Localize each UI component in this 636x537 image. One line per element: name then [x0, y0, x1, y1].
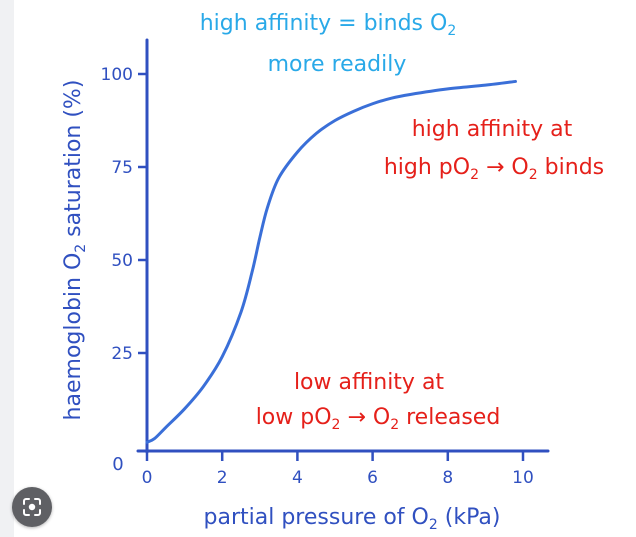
lens-button[interactable]: [12, 487, 52, 527]
x-tick-label: 10: [512, 468, 534, 488]
upper-right-annotation-line2: high pO2 → O2 binds: [384, 155, 604, 183]
upper-right-annotation-sub2: 2: [529, 167, 538, 183]
y-tick-label: 75: [111, 158, 133, 178]
lower-right-annotation-p2: → O: [340, 405, 390, 430]
top-annotation-line1-text: high affinity = binds O: [200, 11, 448, 36]
x-axis-label-sub: 2: [429, 517, 438, 533]
x-tick-label: 2: [217, 468, 228, 488]
y-origin-label: 0: [112, 454, 123, 475]
y-axis-label-part-1: haemoglobin O: [61, 253, 86, 421]
y-axis-label: haemoglobin O2 saturation (%): [61, 80, 89, 421]
x-axis-label-part-1: partial pressure of O: [204, 505, 429, 530]
lens-icon: [23, 498, 41, 516]
x-axis-label: partial pressure of O2 (kPa): [204, 505, 501, 533]
top-annotation-line1: high affinity = binds O2: [200, 11, 457, 39]
y-axis-label-part-2: saturation (%): [61, 80, 86, 244]
upper-right-annotation-p3: binds: [538, 155, 604, 180]
lower-right-annotation-sub2: 2: [390, 417, 399, 433]
upper-right-annotation-line1: high affinity at: [412, 117, 573, 142]
y-tick-label: 25: [111, 344, 133, 364]
x-tick-label: 8: [442, 468, 453, 488]
lower-right-annotation-line1: low affinity at: [294, 370, 444, 395]
y-tick-label: 100: [101, 65, 133, 85]
upper-right-annotation-p1: high pO: [384, 155, 470, 180]
lower-right-annotation-p1: low pO: [256, 405, 332, 430]
top-annotation-line2: more readily: [268, 52, 407, 77]
left-strip: [0, 0, 14, 537]
x-tick-label: 0: [142, 468, 153, 488]
y-axis-label-sub: 2: [73, 244, 89, 253]
y-ticks: 25 50 75 100: [101, 65, 147, 364]
upper-right-annotation-sub1: 2: [470, 167, 479, 183]
lower-right-annotation-sub1: 2: [332, 417, 341, 433]
saturation-curve: [145, 79, 517, 444]
top-annotation-line1-sub: 2: [447, 23, 456, 39]
x-ticks: 0 2 4 6 8 10: [142, 451, 534, 488]
x-tick-label: 4: [292, 468, 303, 488]
upper-right-annotation-p2: → O: [479, 155, 529, 180]
y-tick-label: 50: [111, 251, 133, 271]
x-tick-label: 6: [367, 468, 378, 488]
x-axis-label-part-2: (kPa): [438, 505, 501, 530]
lower-right-annotation-line2: low pO2 → O2 released: [256, 405, 501, 433]
lower-right-annotation-p3: released: [399, 405, 500, 430]
